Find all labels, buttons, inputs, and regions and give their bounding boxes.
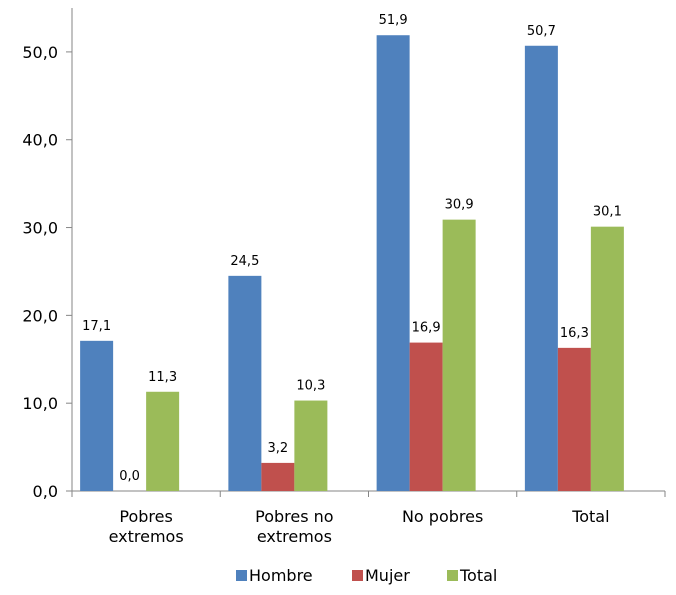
data-label: 30,9 — [445, 198, 474, 213]
data-label: 3,2 — [268, 441, 289, 456]
bar-mujer — [261, 462, 295, 491]
data-label: 10,3 — [296, 379, 325, 394]
bar-total — [146, 391, 180, 491]
bar-total — [590, 226, 624, 491]
y-tick-label: 50,0 — [22, 43, 58, 62]
data-label: 16,9 — [412, 321, 441, 336]
bar-hombre — [376, 35, 410, 492]
data-label: 30,1 — [593, 205, 622, 220]
x-tick-label: Total — [571, 507, 609, 526]
bar-hombre — [524, 45, 558, 492]
bar-hombre — [80, 340, 114, 491]
data-label: 24,5 — [230, 254, 259, 269]
y-tick-label: 0,0 — [33, 482, 58, 501]
data-label: 11,3 — [148, 370, 177, 385]
x-tick-label: Pobres no extremos — [255, 507, 333, 546]
plot-area: 0,0 10,0 20,0 30,0 40,0 50,0 Pobres extremos Pob… — [22, 8, 666, 546]
legend-label: Hombre — [249, 566, 313, 585]
bar-mujer — [557, 347, 591, 491]
legend-swatch-hombre — [236, 570, 247, 581]
legend-label: Mujer — [365, 566, 410, 585]
data-label: 16,3 — [560, 326, 589, 341]
data-label: 0,0 — [119, 469, 140, 484]
y-tick-label: 30,0 — [22, 219, 58, 238]
y-tick-label: 20,0 — [22, 306, 58, 325]
data-label: 17,1 — [82, 319, 111, 334]
y-tick-label: 10,0 — [22, 394, 58, 413]
bar-total — [294, 400, 328, 491]
legend-swatch-total — [447, 570, 458, 581]
legend-swatch-mujer — [352, 570, 363, 581]
bar-hombre — [228, 275, 262, 491]
x-tick-label: Pobres extremos — [109, 507, 184, 546]
data-label: 51,9 — [379, 13, 408, 28]
x-tick-label: No pobres — [402, 507, 483, 526]
bar-total — [442, 219, 476, 491]
legend-label: Total — [459, 566, 497, 585]
legend: Hombre Mujer Total — [236, 566, 497, 585]
data-label: 50,7 — [527, 24, 556, 39]
bar-mujer — [409, 342, 443, 491]
y-tick-label: 40,0 — [22, 131, 58, 150]
